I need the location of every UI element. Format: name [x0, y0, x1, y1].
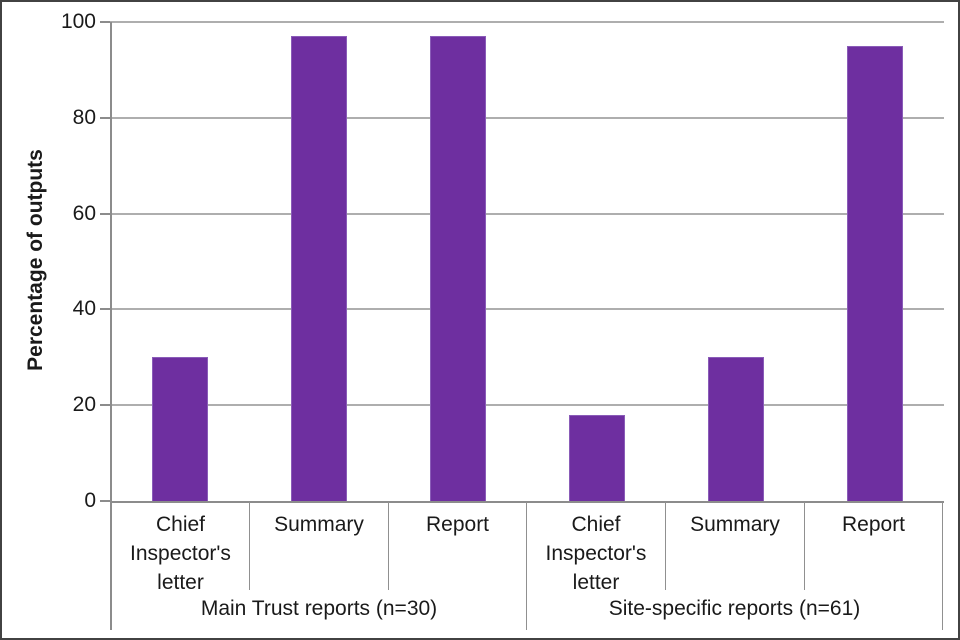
category-label-text: Chief Inspector's letter	[130, 513, 231, 594]
y-axis-line	[110, 22, 112, 630]
category-label: Chief Inspector's letter	[527, 505, 665, 594]
category-separator-line	[249, 502, 250, 590]
gridline	[110, 404, 944, 407]
y-tick-label: 100	[60, 10, 96, 33]
category-label: Report	[805, 505, 942, 589]
y-tick-mark	[100, 116, 110, 119]
gridline	[110, 212, 944, 215]
y-tick-label: 80	[72, 105, 96, 129]
category-separator-line	[388, 502, 389, 590]
group-boundary-line	[526, 502, 527, 630]
group-label-main-trust: Main Trust reports (n=30)	[200, 597, 438, 620]
y-tick-mark	[100, 212, 110, 215]
bar-5	[846, 46, 903, 501]
y-tick-label: 40	[72, 297, 96, 321]
y-tick-mark	[100, 404, 110, 407]
y-tick-label: 0	[84, 489, 96, 512]
bar-3	[568, 414, 625, 501]
category-label-text: Report	[841, 513, 906, 536]
y-tick-mark	[100, 500, 110, 502]
category-label-text: Chief Inspector's letter	[545, 513, 647, 594]
bar-4	[707, 357, 764, 501]
category-label: Summary	[666, 505, 804, 589]
bar-1	[290, 36, 347, 501]
group-label-site-specific: Site-specific reports (n=61)	[608, 597, 861, 620]
category-label: Summary	[250, 505, 388, 589]
y-tick-mark	[100, 308, 110, 311]
bar-2	[429, 36, 486, 501]
category-label-text: Report	[425, 513, 490, 536]
category-separator-line	[665, 502, 666, 590]
category-separator-line	[804, 502, 805, 590]
gridline	[110, 21, 944, 23]
category-label: Report	[389, 505, 526, 589]
x-axis-line	[110, 501, 944, 503]
category-label-text: Summary	[690, 513, 780, 536]
bar-0	[151, 357, 208, 501]
group-boundary-line	[942, 502, 943, 630]
y-tick-label: 20	[72, 393, 96, 417]
category-label-text: Summary	[274, 513, 364, 536]
y-axis-title: Percentage of outputs	[24, 149, 47, 371]
gridline	[110, 308, 944, 311]
y-tick-mark	[100, 21, 110, 23]
gridline	[110, 116, 944, 119]
y-tick-label: 60	[72, 201, 96, 225]
category-label: Chief Inspector's letter	[112, 505, 249, 594]
